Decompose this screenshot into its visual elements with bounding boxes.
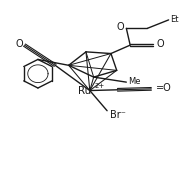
Text: Ru: Ru: [78, 86, 92, 96]
Text: Me: Me: [128, 77, 141, 86]
Text: O: O: [16, 39, 23, 49]
Text: 2+: 2+: [94, 82, 105, 89]
Text: Br⁻: Br⁻: [110, 110, 126, 120]
Text: =O: =O: [156, 83, 172, 93]
Text: Et: Et: [171, 15, 179, 24]
Text: O: O: [117, 22, 124, 32]
Text: O: O: [156, 39, 164, 49]
